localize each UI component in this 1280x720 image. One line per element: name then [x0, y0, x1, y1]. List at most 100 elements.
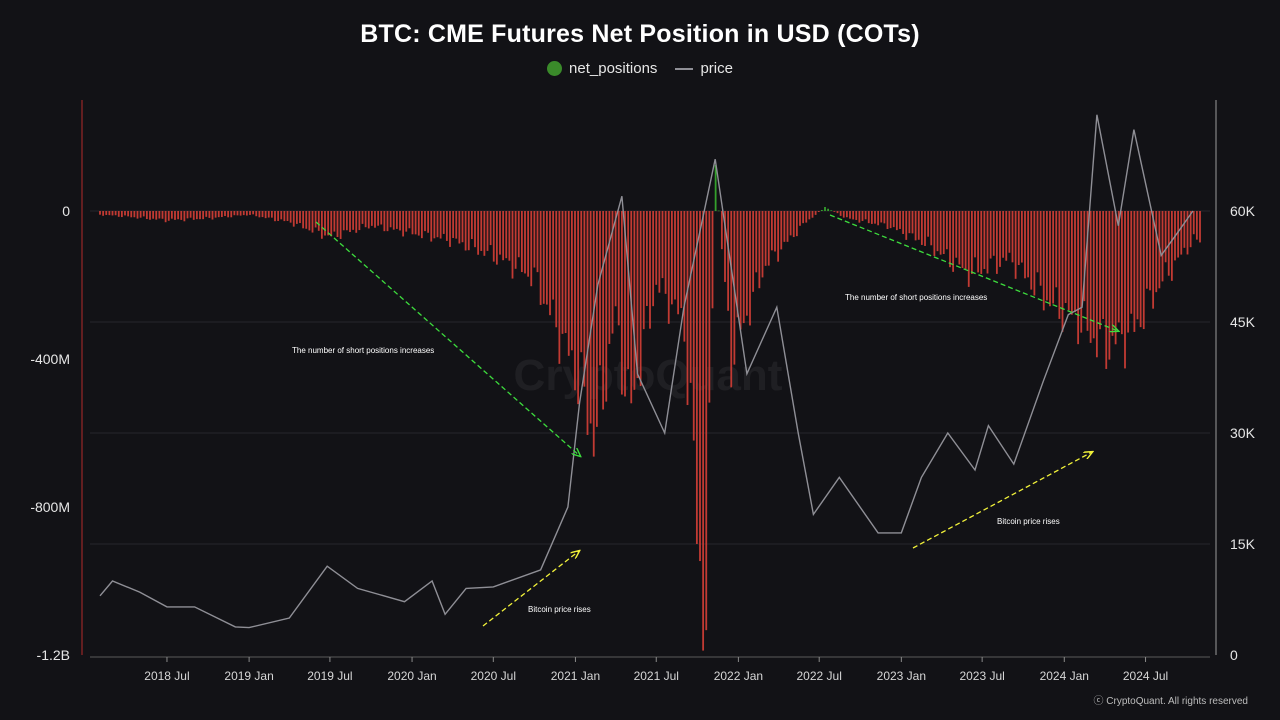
- net-position-bar: [908, 211, 911, 234]
- net-position-bar: [517, 211, 520, 258]
- net-position-bar: [855, 211, 858, 220]
- net-position-bar: [939, 211, 942, 255]
- net-position-bar: [264, 211, 267, 219]
- net-position-bar: [399, 211, 401, 231]
- net-position-bar: [927, 211, 930, 237]
- net-position-bar: [208, 211, 211, 218]
- net-position-bar: [499, 211, 501, 255]
- net-position-bar: [602, 211, 605, 410]
- net-position-bar: [1027, 211, 1030, 278]
- net-position-bar: [439, 211, 442, 239]
- net-position-bar: [711, 211, 714, 309]
- net-position-bar: [183, 211, 186, 222]
- net-position-bar: [489, 211, 492, 246]
- net-position-bar: [1064, 211, 1067, 303]
- net-position-bar: [533, 211, 536, 268]
- net-position-bar: [536, 211, 539, 273]
- net-position-bar: [649, 211, 651, 329]
- net-position-bar: [595, 211, 598, 427]
- net-position-bar: [449, 211, 451, 247]
- legend-price-marker: [675, 67, 694, 70]
- net-position-bar: [877, 211, 880, 226]
- chart-legend: net_positions price: [0, 60, 1280, 77]
- net-position-bar: [986, 211, 989, 274]
- net-position-bar: [436, 211, 439, 238]
- net-position-bar: [555, 211, 558, 328]
- net-position-bar: [895, 211, 898, 231]
- x-tick-label: 2019 Jan: [224, 669, 273, 683]
- net-position-bar: [452, 211, 455, 238]
- net-position-bar: [627, 211, 630, 370]
- net-position-bar: [820, 209, 823, 211]
- net-position-bar: [483, 211, 486, 256]
- net-position-bar: [967, 211, 970, 287]
- net-position-bar: [720, 211, 723, 250]
- net-position-bar: [220, 211, 223, 218]
- net-position-bar: [586, 211, 589, 435]
- net-position-bar: [614, 211, 617, 307]
- net-position-bar: [1149, 211, 1151, 291]
- net-position-bar: [836, 211, 839, 214]
- net-position-bar: [1005, 211, 1008, 261]
- net-position-bar: [824, 207, 826, 211]
- net-position-bar: [480, 211, 483, 251]
- net-position-bar: [905, 211, 908, 240]
- net-position-bar: [945, 211, 948, 250]
- net-position-bar: [636, 211, 639, 379]
- net-position-bar: [1177, 211, 1180, 258]
- net-position-bar: [1077, 211, 1080, 345]
- net-position-bar: [511, 211, 514, 279]
- net-position-bar: [133, 211, 136, 218]
- legend-net-positions-label: net_positions: [569, 60, 658, 77]
- short-arrow-left: [315, 221, 580, 456]
- net-position-bar: [470, 211, 473, 240]
- net-position-bar: [577, 211, 580, 405]
- net-position-bar: [520, 211, 523, 273]
- net-position-bar: [261, 211, 264, 218]
- net-position-bar: [1055, 211, 1058, 288]
- net-position-bar: [1114, 211, 1117, 345]
- net-position-bar: [1039, 211, 1042, 286]
- net-position-bar: [205, 211, 208, 217]
- legend-item-net-positions[interactable]: net_positions: [547, 60, 657, 77]
- net-position-bar: [911, 211, 914, 234]
- legend-item-price[interactable]: price: [675, 60, 733, 77]
- net-position-bar: [408, 211, 411, 229]
- net-position-bar: [767, 211, 770, 266]
- net-position-bar: [842, 211, 845, 218]
- net-position-bar: [227, 211, 230, 218]
- net-position-bar: [302, 211, 305, 229]
- left-y-tick-label: -800M: [30, 499, 70, 515]
- net-position-bar: [839, 211, 842, 216]
- net-position-bar: [852, 211, 855, 220]
- net-position-bar: [308, 211, 311, 231]
- net-position-bar: [324, 211, 326, 236]
- price-line: [99, 114, 1194, 629]
- net-position-bar: [936, 211, 939, 252]
- net-position-bar: [542, 211, 545, 304]
- net-position-bar: [405, 211, 408, 232]
- net-position-bar: [724, 211, 726, 282]
- net-position-bar: [620, 211, 623, 395]
- net-position-bar: [130, 211, 133, 218]
- net-position-bar: [880, 211, 883, 223]
- net-position-bar: [245, 211, 248, 216]
- net-position-bar: [792, 211, 795, 238]
- net-position-bar: [530, 211, 533, 287]
- net-position-bar: [1049, 211, 1051, 307]
- net-position-bar: [549, 211, 551, 316]
- net-position-bar: [758, 211, 761, 289]
- net-position-bar: [589, 211, 592, 424]
- net-position-bar: [980, 211, 983, 274]
- net-position-bar: [789, 211, 792, 236]
- net-position-bar: [674, 211, 676, 300]
- net-position-bar: [1024, 211, 1026, 279]
- net-position-bar: [442, 211, 445, 234]
- net-position-bar: [1086, 211, 1089, 331]
- net-position-bar: [274, 211, 276, 222]
- net-position-bar: [799, 211, 801, 226]
- net-position-bar: [608, 211, 611, 344]
- net-position-bar: [689, 211, 692, 383]
- net-position-bar: [411, 211, 414, 235]
